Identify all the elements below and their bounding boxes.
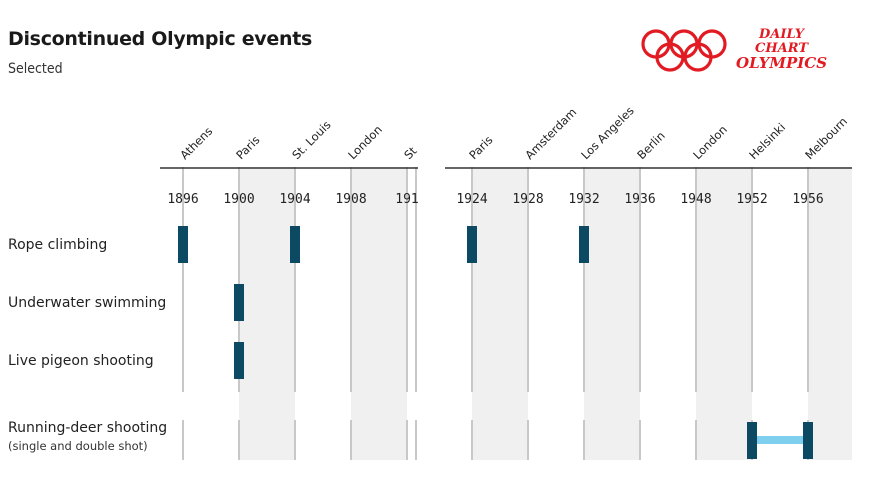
year-tick-label: 1904 [279, 192, 310, 207]
host-city-label: Los Angeles [578, 104, 636, 162]
axis-break-gap [419, 80, 444, 210]
year-tick-label: 1900 [223, 192, 254, 207]
year-tick-label: 1952 [736, 192, 767, 207]
host-city-label: Melbourn [802, 114, 850, 162]
event-year-marker [290, 226, 300, 263]
year-tick-label: 1928 [512, 192, 543, 207]
host-city-label: Amsterdam [522, 105, 579, 162]
event-span-link [752, 436, 808, 444]
host-city-label: London [345, 122, 385, 162]
year-tick-label: 1908 [335, 192, 366, 207]
host-city-label: St. Louis [289, 118, 333, 162]
event-note: (single and double shot) [8, 439, 148, 453]
olympic-rings-icon [641, 29, 727, 72]
logo-line-3: OLYMPICS [736, 54, 828, 72]
logo-line-2: CHART [755, 41, 808, 56]
chart-title: Discontinued Olympic events [8, 28, 312, 50]
year-tick-label: 1936 [624, 192, 655, 207]
period-band [472, 167, 528, 460]
logo-line-1: DAILY [759, 27, 805, 42]
host-city-label: Paris [233, 133, 262, 162]
host-city-label: Athens [177, 124, 215, 162]
event-label: Rope climbing [8, 237, 107, 253]
chart-subtitle: Selected [8, 61, 63, 77]
event-label: Running-deer shooting [8, 420, 167, 436]
host-city-label: St [401, 144, 420, 163]
event-year-marker [803, 422, 813, 459]
event-year-marker [467, 226, 477, 263]
event-year-marker [579, 226, 589, 263]
host-city-label: Paris [466, 133, 495, 162]
year-tick-label: 1956 [792, 192, 823, 207]
year-tick-label: 1948 [680, 192, 711, 207]
year-tick-label: 191 [395, 192, 418, 207]
year-tick-label: 1924 [456, 192, 487, 207]
host-city-label: London [690, 122, 730, 162]
event-year-marker [178, 226, 188, 263]
period-band [584, 167, 640, 460]
event-label: Underwater swimming [8, 295, 166, 311]
event-year-marker [234, 342, 244, 379]
period-band [808, 167, 852, 460]
daily-chart-olympics-wordmark: DAILY CHART OLYMPICS [736, 27, 828, 72]
period-band [696, 167, 752, 460]
period-band [351, 167, 407, 460]
period-band [239, 167, 295, 460]
event-label: Live pigeon shooting [8, 353, 154, 369]
year-tick-label: 1932 [568, 192, 599, 207]
event-year-marker [234, 284, 244, 321]
host-city-label: Helsinki [746, 120, 788, 162]
event-year-marker [747, 422, 757, 459]
host-city-label: Berlin [634, 129, 667, 162]
year-tick-label: 1896 [167, 192, 198, 207]
